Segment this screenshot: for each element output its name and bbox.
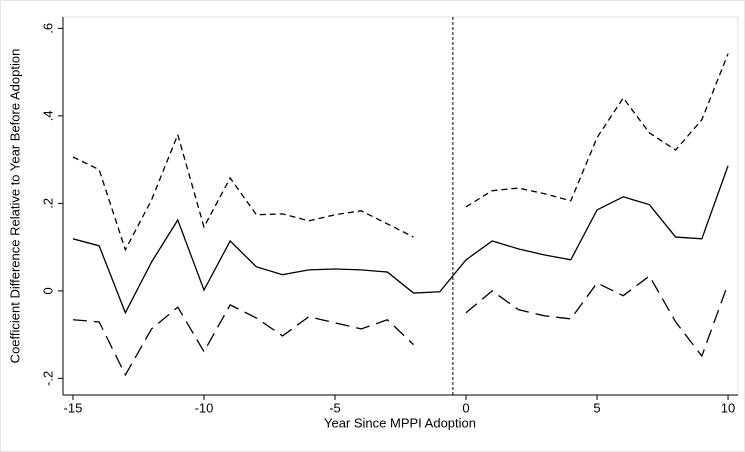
y-axis-title: Coefficient Difference Relative to Year …	[7, 49, 22, 364]
y-tick-label: .4	[40, 110, 55, 121]
series-line	[465, 275, 729, 358]
x-axis-title: Year Since MPPI Adoption	[324, 415, 476, 430]
series-line	[465, 53, 729, 208]
series-line	[72, 132, 414, 252]
y-tick-label: .6	[40, 23, 55, 34]
x-tick-label: 10	[721, 400, 735, 415]
y-tick-label: 0	[40, 287, 55, 294]
series-line	[72, 165, 729, 315]
x-tick-label: -10	[195, 400, 214, 415]
series-line	[72, 304, 415, 377]
y-tick-label: .2	[40, 198, 55, 209]
x-tick-label: -15	[64, 400, 83, 415]
x-tick-label: 5	[593, 400, 600, 415]
x-tick-label: -5	[329, 400, 341, 415]
y-tick-label: -.2	[40, 371, 55, 386]
x-tick-label: 0	[462, 400, 469, 415]
